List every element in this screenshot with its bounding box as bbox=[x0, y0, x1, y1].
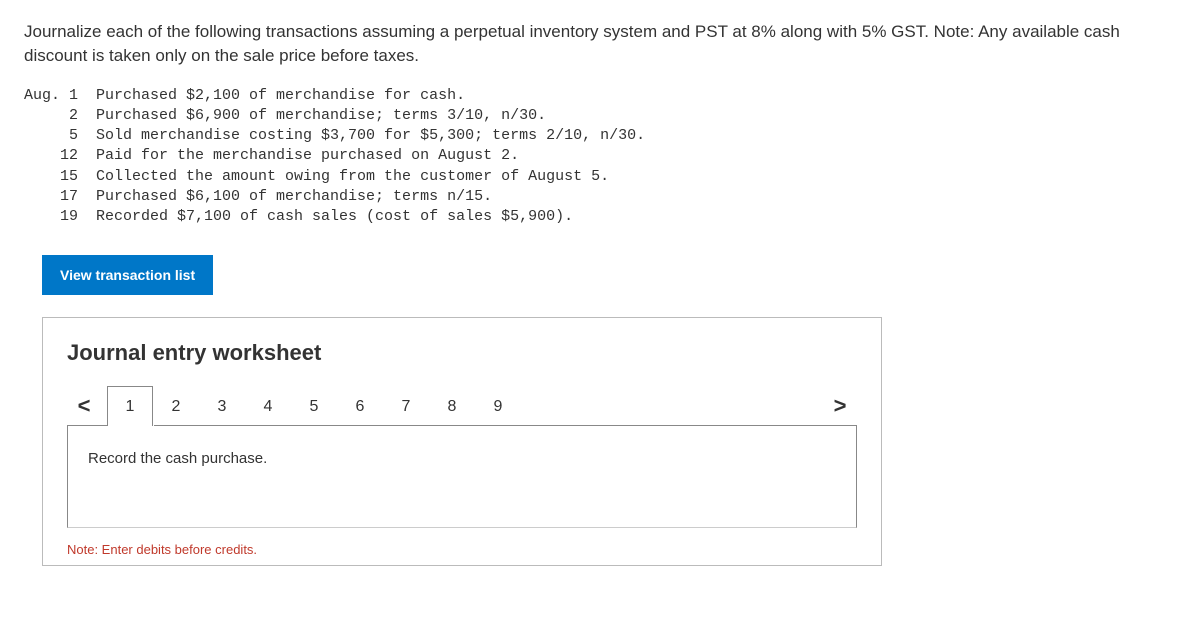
tab-4[interactable]: 4 bbox=[245, 386, 291, 426]
tabs-prev-chevron[interactable]: < bbox=[67, 393, 101, 419]
transactions-list: Aug. 1 Purchased $2,100 of merchandise f… bbox=[24, 86, 1176, 228]
view-transaction-list-button[interactable]: View transaction list bbox=[42, 255, 213, 295]
tab-2[interactable]: 2 bbox=[153, 386, 199, 426]
entry-prompt: Record the cash purchase. bbox=[88, 450, 836, 467]
tabs-next-chevron[interactable]: > bbox=[823, 393, 857, 419]
worksheet-tabs: < 1 2 3 4 5 6 7 8 9 > bbox=[67, 386, 857, 426]
tab-3[interactable]: 3 bbox=[199, 386, 245, 426]
journal-entry-box: Record the cash purchase. bbox=[67, 425, 857, 528]
tab-5[interactable]: 5 bbox=[291, 386, 337, 426]
tab-9[interactable]: 9 bbox=[475, 386, 521, 426]
tab-6[interactable]: 6 bbox=[337, 386, 383, 426]
instructions-text: Journalize each of the following transac… bbox=[24, 20, 1176, 68]
tab-8[interactable]: 8 bbox=[429, 386, 475, 426]
tab-1[interactable]: 1 bbox=[107, 386, 153, 426]
tab-7[interactable]: 7 bbox=[383, 386, 429, 426]
debits-before-credits-note: Note: Enter debits before credits. bbox=[67, 542, 857, 557]
worksheet-title: Journal entry worksheet bbox=[67, 340, 881, 366]
journal-worksheet-panel: Journal entry worksheet < 1 2 3 4 5 6 7 … bbox=[42, 317, 882, 566]
